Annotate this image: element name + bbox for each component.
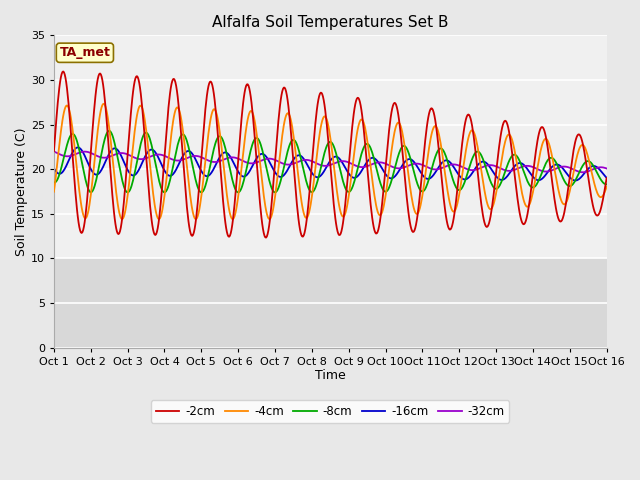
-16cm — [50, 165, 58, 171]
-16cm — [74, 144, 82, 150]
-32cm — [397, 165, 405, 171]
-32cm — [413, 161, 421, 167]
Line: -8cm: -8cm — [54, 131, 607, 192]
-4cm — [60, 109, 68, 115]
-2cm — [118, 220, 125, 226]
Y-axis label: Soil Temperature (C): Soil Temperature (C) — [15, 127, 28, 256]
Line: -2cm: -2cm — [54, 72, 607, 238]
-4cm — [118, 216, 125, 222]
-8cm — [60, 155, 68, 160]
-32cm — [50, 149, 58, 155]
-16cm — [60, 168, 68, 173]
-4cm — [603, 184, 611, 190]
-16cm — [174, 164, 182, 169]
-8cm — [175, 139, 182, 145]
-8cm — [415, 185, 423, 191]
X-axis label: Time: Time — [315, 370, 346, 383]
Legend: -2cm, -4cm, -8cm, -16cm, -32cm: -2cm, -4cm, -8cm, -16cm, -32cm — [151, 400, 509, 423]
-16cm — [415, 166, 422, 171]
-32cm — [60, 153, 68, 159]
-4cm — [100, 101, 108, 107]
-8cm — [106, 128, 113, 134]
-2cm — [399, 154, 407, 160]
-16cm — [603, 175, 611, 180]
Text: TA_met: TA_met — [60, 46, 110, 59]
-32cm — [202, 156, 210, 162]
-2cm — [50, 148, 58, 154]
-2cm — [415, 200, 423, 205]
-2cm — [203, 93, 211, 98]
Line: -32cm: -32cm — [54, 152, 607, 172]
-8cm — [204, 174, 211, 180]
-16cm — [118, 154, 125, 159]
-32cm — [117, 150, 125, 156]
-2cm — [262, 235, 270, 240]
-2cm — [61, 72, 68, 77]
-32cm — [603, 166, 611, 171]
-2cm — [603, 175, 611, 181]
-8cm — [118, 178, 126, 184]
-4cm — [175, 106, 182, 111]
Bar — [54, 258, 607, 348]
-32cm — [579, 169, 587, 175]
Title: Alfalfa Soil Temperatures Set B: Alfalfa Soil Temperatures Set B — [212, 15, 449, 30]
Line: -16cm: -16cm — [54, 147, 607, 180]
-16cm — [572, 178, 579, 183]
-8cm — [399, 144, 407, 149]
-16cm — [203, 173, 211, 179]
-32cm — [173, 157, 180, 163]
-4cm — [415, 208, 423, 214]
-4cm — [50, 189, 58, 194]
-4cm — [118, 216, 126, 222]
-8cm — [603, 181, 611, 187]
-8cm — [87, 190, 95, 195]
-4cm — [204, 137, 211, 143]
-2cm — [60, 69, 67, 74]
Line: -4cm: -4cm — [54, 104, 607, 219]
-8cm — [50, 180, 58, 185]
-2cm — [174, 94, 182, 99]
-4cm — [399, 133, 407, 139]
-16cm — [398, 163, 406, 168]
